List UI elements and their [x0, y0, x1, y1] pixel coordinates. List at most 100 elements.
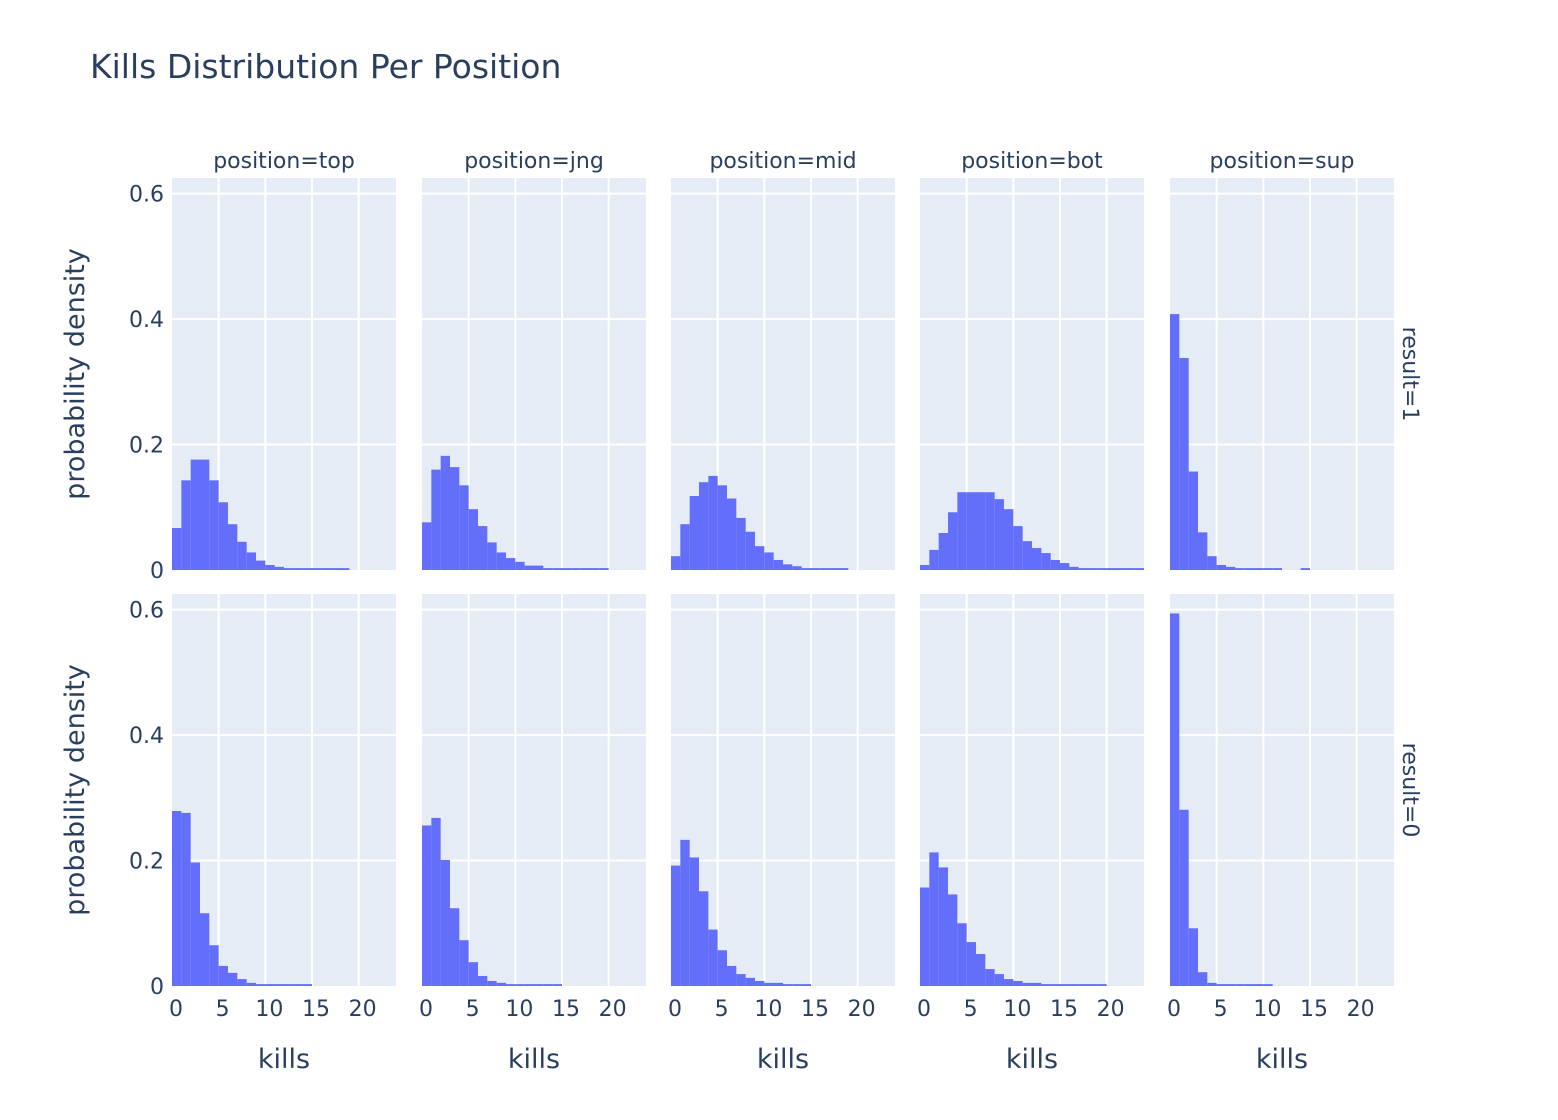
histogram-bar [440, 859, 450, 986]
histogram-bar [755, 980, 765, 986]
histogram-bar [783, 984, 793, 986]
histogram-bar [218, 502, 228, 570]
histogram-bar [256, 560, 266, 570]
histogram-bar [708, 929, 718, 986]
x-tick-label: 10 [754, 997, 782, 1022]
histogram-bar [340, 568, 350, 570]
histogram-bar [1244, 984, 1254, 986]
panel-background [1170, 178, 1394, 570]
histogram-bar [1106, 568, 1116, 570]
histogram-bar [1170, 613, 1180, 986]
histogram-bar [312, 568, 322, 570]
histogram-bar [506, 558, 516, 570]
histogram-bar [265, 564, 275, 570]
histogram-bar [190, 459, 200, 570]
histogram-bar [727, 498, 737, 570]
x-tick-label: 0 [1167, 997, 1181, 1022]
histogram-bar [256, 984, 266, 986]
histogram-bar [1235, 984, 1245, 986]
y-tick-label: 0.2 [129, 850, 164, 875]
histogram-bar [1032, 982, 1042, 986]
column-facet-label: position=sup [1210, 149, 1355, 174]
histogram-bar [265, 984, 275, 986]
histogram-bar [1207, 556, 1217, 570]
histogram-bar [1041, 553, 1051, 570]
histogram-bar [590, 568, 600, 570]
column-facet-label: position=mid [709, 149, 856, 174]
histogram-bar [1050, 984, 1060, 986]
histogram-bar [506, 984, 516, 986]
histogram-bar [1013, 526, 1023, 570]
histogram-bar [599, 568, 609, 570]
chart-title: Kills Distribution Per Position [90, 47, 561, 86]
x-tick-label: 5 [715, 997, 729, 1022]
histogram-bar [1116, 568, 1126, 570]
panel-sup-result-1 [1170, 178, 1394, 570]
x-axis-title: kills [757, 1044, 809, 1075]
panel-bot-result-0 [920, 594, 1144, 986]
x-tick-label: 15 [552, 997, 580, 1022]
histogram-bar [293, 568, 303, 570]
histogram-bar [1263, 984, 1273, 986]
y-tick-label: 0.4 [129, 308, 164, 333]
histogram-bar [524, 565, 534, 570]
histogram-bar [839, 568, 849, 570]
x-tick-label: 0 [917, 997, 931, 1022]
x-axis-title: kills [258, 1044, 310, 1075]
histogram-bar [422, 522, 432, 570]
histogram-bar [764, 552, 774, 570]
panel-top-result-0 [172, 594, 396, 986]
x-tick-label: 20 [1347, 997, 1375, 1022]
histogram-bar [773, 559, 783, 570]
histogram-bar [773, 982, 783, 986]
histogram-bar [468, 509, 478, 570]
histogram-bar [284, 568, 294, 570]
histogram-bar [671, 556, 681, 570]
histogram-bar [478, 526, 488, 570]
histogram-bar [459, 940, 469, 986]
histogram-bar [929, 852, 939, 986]
histogram-bar [708, 475, 718, 570]
histogram-bar [1097, 568, 1107, 570]
histogram-bar [274, 984, 284, 986]
y-tick-label: 0.2 [129, 434, 164, 459]
x-tick-label: 0 [169, 997, 183, 1022]
histogram-bar [957, 492, 967, 570]
histogram-bar [468, 962, 478, 986]
histogram-bar [1097, 984, 1107, 986]
histogram-bar [1088, 568, 1098, 570]
x-tick-label: 20 [848, 997, 876, 1022]
histogram-bar [699, 482, 709, 570]
histogram-bar [571, 568, 581, 570]
x-tick-label: 0 [419, 997, 433, 1022]
histogram-bar [1207, 982, 1217, 986]
histogram-bar [552, 984, 562, 986]
histogram-bar [515, 984, 525, 986]
histogram-bar [745, 531, 755, 570]
histogram-bar [1060, 984, 1070, 986]
y-tick-label: 0 [150, 975, 164, 1000]
x-axis-title: kills [1006, 1044, 1058, 1075]
y-tick-label: 0.4 [129, 724, 164, 749]
histogram-bar [929, 549, 939, 570]
x-tick-label: 15 [801, 997, 829, 1022]
histogram-bar [938, 867, 948, 986]
histogram-bar [1263, 568, 1273, 570]
x-tick-label: 10 [255, 997, 283, 1022]
histogram-bar [1125, 568, 1135, 570]
histogram-bar [801, 568, 811, 570]
histogram-bar [534, 984, 544, 986]
histogram-bar [1179, 809, 1189, 986]
histogram-bar [1216, 564, 1226, 570]
x-tick-label: 15 [302, 997, 330, 1022]
histogram-bar [302, 568, 312, 570]
histogram-bar [948, 894, 958, 986]
facet-grid: position=top position=jng position=mid posi… [60, 149, 1422, 1075]
panel-jng-result-0 [422, 594, 646, 986]
histogram-bar [246, 982, 256, 986]
histogram-bar [1226, 984, 1236, 986]
histogram-bar [1254, 568, 1264, 570]
histogram-bar [957, 923, 967, 986]
x-tick-label: 15 [1300, 997, 1328, 1022]
